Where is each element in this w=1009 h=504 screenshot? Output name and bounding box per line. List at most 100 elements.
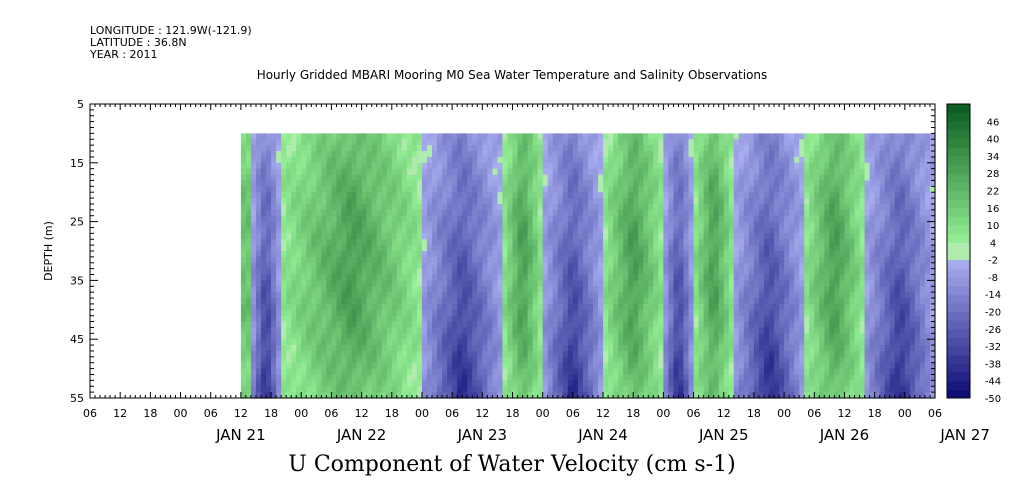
heatmap-cell bbox=[351, 368, 358, 376]
heatmap-cell bbox=[255, 374, 262, 381]
heatmap-cell bbox=[472, 221, 478, 229]
heatmap-cell bbox=[271, 380, 277, 387]
heatmap-cell bbox=[291, 198, 297, 205]
heatmap-cell bbox=[663, 180, 670, 187]
heatmap-cell bbox=[713, 362, 720, 370]
heatmap-cell bbox=[381, 162, 388, 170]
heatmap-cell bbox=[517, 262, 524, 270]
heatmap-cell bbox=[336, 309, 343, 317]
heatmap-cell bbox=[311, 345, 317, 352]
heatmap-cell bbox=[623, 239, 629, 246]
heatmap-cell bbox=[376, 268, 383, 276]
heatmap-cell bbox=[346, 380, 353, 387]
heatmap-cell bbox=[396, 227, 403, 234]
heatmap-cell bbox=[552, 186, 559, 193]
heatmap-cell bbox=[326, 368, 333, 376]
heatmap-cell bbox=[381, 198, 388, 205]
heatmap-cell bbox=[255, 274, 262, 281]
heatmap-cell bbox=[447, 186, 453, 193]
heatmap-cell bbox=[406, 356, 413, 364]
heatmap-cell bbox=[261, 251, 267, 258]
heatmap-cell bbox=[517, 209, 524, 217]
heatmap-cell bbox=[437, 274, 443, 281]
heatmap-cell bbox=[467, 303, 473, 311]
heatmap-cell bbox=[371, 292, 378, 299]
heatmap-cell bbox=[753, 309, 760, 317]
heatmap-cell bbox=[623, 180, 629, 187]
heatmap-cell bbox=[527, 162, 534, 170]
heatmap-cell bbox=[779, 145, 785, 152]
heatmap-cell bbox=[467, 315, 473, 323]
heatmap-cell bbox=[673, 303, 680, 311]
heatmap-cell bbox=[426, 333, 433, 340]
heatmap-cell bbox=[462, 233, 468, 240]
heatmap-cell bbox=[794, 133, 800, 140]
heatmap-cell bbox=[291, 151, 297, 158]
heatmap-cell bbox=[653, 151, 659, 158]
heatmap-cell bbox=[678, 139, 685, 146]
heatmap-cell bbox=[567, 268, 574, 276]
heatmap-cell bbox=[442, 303, 448, 311]
heatmap-cell bbox=[537, 239, 544, 246]
heatmap-cell bbox=[386, 245, 393, 252]
heatmap-cell bbox=[758, 345, 765, 352]
heatmap-cell bbox=[628, 368, 634, 376]
heatmap-cell bbox=[281, 345, 287, 352]
heatmap-cell bbox=[311, 233, 317, 240]
heatmap-cell bbox=[261, 233, 267, 240]
heatmap-cell bbox=[567, 333, 574, 340]
heatmap-cell bbox=[633, 380, 639, 387]
heatmap-cell bbox=[426, 256, 433, 264]
heatmap-cell bbox=[663, 198, 670, 205]
heatmap-cell bbox=[366, 251, 373, 258]
heatmap-cell bbox=[587, 192, 594, 199]
heatmap-cell bbox=[477, 345, 483, 352]
heatmap-cell bbox=[442, 215, 448, 223]
heatmap-cell bbox=[391, 286, 398, 293]
heatmap-cell bbox=[321, 186, 327, 193]
heatmap-cell bbox=[326, 186, 333, 193]
heatmap-cell bbox=[331, 339, 338, 346]
heatmap-cell bbox=[683, 239, 690, 246]
heatmap-cell bbox=[769, 298, 775, 305]
heatmap-cell bbox=[250, 374, 257, 381]
heatmap-cell bbox=[266, 139, 272, 146]
heatmap-cell bbox=[678, 380, 685, 387]
heatmap-cell bbox=[763, 262, 770, 270]
heatmap-cell bbox=[301, 298, 307, 305]
heatmap-cell bbox=[698, 386, 705, 393]
heatmap-cell bbox=[442, 174, 448, 182]
heatmap-cell bbox=[366, 256, 373, 264]
heatmap-cell bbox=[437, 227, 443, 234]
heatmap-cell bbox=[779, 233, 785, 240]
heatmap-cell bbox=[598, 203, 604, 211]
heatmap-cell bbox=[784, 280, 790, 287]
heatmap-cell bbox=[693, 156, 700, 164]
heatmap-cell bbox=[542, 162, 549, 170]
heatmap-cell bbox=[603, 156, 609, 164]
heatmap-cell bbox=[527, 298, 534, 305]
heatmap-cell bbox=[361, 327, 368, 334]
heatmap-cell bbox=[356, 386, 363, 393]
heatmap-cell bbox=[512, 327, 519, 334]
heatmap-cell bbox=[743, 362, 750, 370]
heatmap-cell bbox=[271, 321, 277, 329]
heatmap-cell bbox=[748, 209, 755, 217]
heatmap-cell bbox=[391, 227, 398, 234]
heatmap-cell bbox=[643, 145, 649, 152]
heatmap-cell bbox=[250, 386, 257, 393]
heatmap-cell bbox=[547, 151, 554, 158]
heatmap-cell bbox=[266, 339, 272, 346]
heatmap-cell bbox=[266, 162, 272, 170]
heatmap-cell bbox=[748, 221, 755, 229]
heatmap-cell bbox=[250, 215, 257, 223]
heatmap-cell bbox=[371, 368, 378, 376]
heatmap-cell bbox=[567, 274, 574, 281]
heatmap-cell bbox=[653, 374, 659, 381]
heatmap-cell bbox=[376, 303, 383, 311]
heatmap-cell bbox=[769, 339, 775, 346]
heatmap-cell bbox=[447, 156, 453, 164]
heatmap-cell bbox=[497, 203, 504, 211]
heatmap-cell bbox=[738, 209, 745, 217]
heatmap-cell bbox=[532, 262, 539, 270]
